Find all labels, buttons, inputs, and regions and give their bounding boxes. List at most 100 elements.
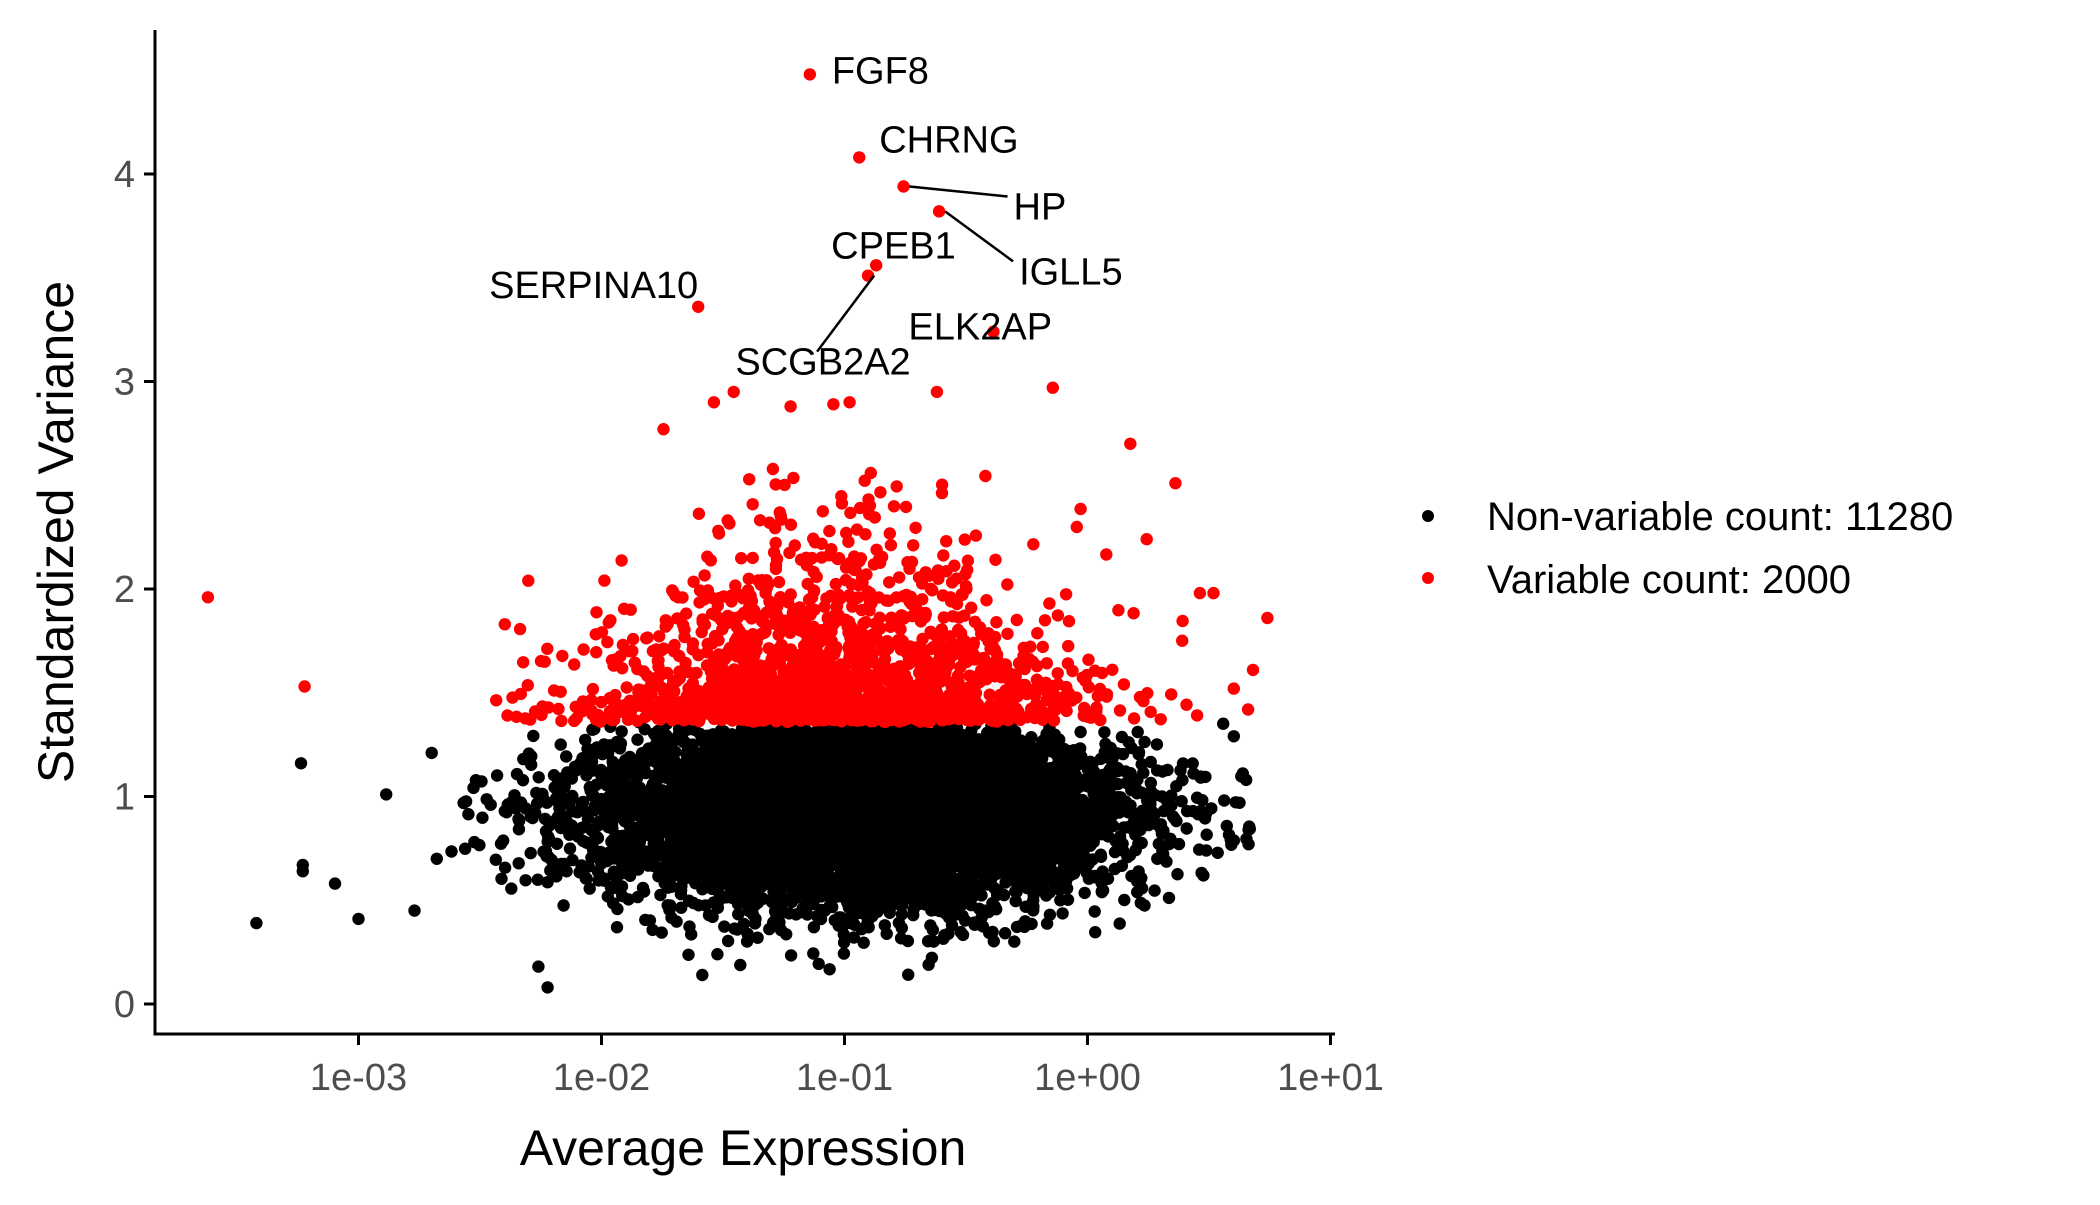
data-point-non-variable <box>1056 907 1069 920</box>
data-point-non-variable <box>1148 884 1161 897</box>
data-point-non-variable <box>1205 802 1218 815</box>
data-point-non-variable <box>1078 886 1091 900</box>
data-point-non-variable <box>857 936 870 949</box>
data-point-non-variable <box>476 811 489 824</box>
data-point-non-variable <box>1088 905 1101 918</box>
data-point-non-variable <box>1138 735 1151 749</box>
data-point-non-variable <box>586 723 599 736</box>
data-point-non-variable <box>585 824 598 837</box>
data-point-non-variable <box>639 913 652 927</box>
data-point-non-variable <box>1094 848 1108 861</box>
data-point-non-variable <box>505 882 518 895</box>
data-point-non-variable <box>1134 896 1148 910</box>
data-point-non-variable <box>579 733 592 747</box>
data-point-non-variable <box>529 806 542 820</box>
data-point-non-variable <box>721 934 735 948</box>
data-point-non-variable <box>1211 846 1224 859</box>
data-point-non-variable <box>734 958 747 972</box>
data-point-non-variable <box>530 797 544 810</box>
data-point-non-variable <box>790 891 803 904</box>
data-point-non-variable <box>1218 794 1231 807</box>
data-point-non-variable <box>1175 795 1188 808</box>
data-point-non-variable <box>1144 776 1158 790</box>
data-point-non-variable <box>1051 795 1064 809</box>
data-point-non-variable <box>1180 822 1193 835</box>
data-point-non-variable <box>1080 866 1093 879</box>
data-point-non-variable <box>532 771 545 784</box>
data-point-non-variable <box>1171 868 1184 881</box>
data-point-non-variable <box>1009 894 1022 908</box>
data-point-non-variable <box>631 890 644 904</box>
data-point-non-variable <box>862 921 875 934</box>
data-point-non-variable <box>921 935 935 948</box>
data-point-non-variable <box>683 920 696 933</box>
data-point-non-variable <box>834 911 847 924</box>
data-point-non-variable <box>489 853 502 866</box>
data-point-non-variable <box>1054 894 1067 907</box>
data-point-non-variable <box>557 899 570 912</box>
data-point-non-variable <box>1190 791 1204 804</box>
data-point-non-variable <box>784 949 798 962</box>
data-point-non-variable <box>702 908 716 922</box>
data-point-non-variable <box>1084 755 1097 768</box>
data-point-non-variable <box>458 842 472 855</box>
data-point-non-variable <box>610 921 624 934</box>
data-point-non-variable <box>1132 865 1145 878</box>
data-point-non-variable <box>1200 828 1213 841</box>
data-point-non-variable <box>902 968 915 981</box>
data-point-non-variable <box>654 888 667 902</box>
data-point-non-variable <box>998 927 1012 940</box>
data-point-non-variable <box>807 921 821 934</box>
data-point-non-variable <box>1148 808 1161 821</box>
data-point-non-variable <box>445 845 458 858</box>
data-point-non-variable <box>462 808 475 821</box>
data-point-non-variable <box>748 917 762 930</box>
data-point-non-variable <box>812 957 825 971</box>
data-point-non-variable <box>1115 730 1129 744</box>
data-point-non-variable <box>1150 738 1164 751</box>
data-point-non-variable <box>1121 850 1134 864</box>
data-point-non-variable <box>1008 935 1021 948</box>
data-point-non-variable <box>539 844 553 858</box>
data-point-non-variable <box>895 908 909 921</box>
data-point-non-variable <box>837 947 851 960</box>
data-point-non-variable <box>602 820 615 834</box>
data-point-non-variable <box>519 874 532 887</box>
data-point-non-variable <box>563 842 577 855</box>
data-point-non-variable <box>661 899 674 912</box>
data-point-non-variable <box>508 789 521 802</box>
data-point-non-variable <box>732 908 745 921</box>
data-point-non-variable <box>847 931 861 944</box>
data-point-non-variable <box>1162 891 1176 905</box>
data-point-non-variable <box>490 769 504 782</box>
data-point-non-variable <box>527 729 540 743</box>
data-point-non-variable <box>731 923 744 936</box>
data-point-non-variable <box>1096 865 1109 878</box>
data-point-non-variable <box>1156 765 1169 778</box>
data-point-non-variable <box>554 738 567 751</box>
data-point-non-variable <box>801 908 814 921</box>
data-point-non-variable <box>718 920 731 933</box>
data-point-non-variable <box>823 963 836 976</box>
data-point-non-variable <box>583 781 596 794</box>
data-point-non-variable <box>607 759 620 772</box>
data-point-non-variable <box>687 896 700 910</box>
data-point-non-variable <box>571 830 585 843</box>
data-point-non-variable <box>883 891 897 904</box>
data-point-non-variable <box>751 931 764 944</box>
data-point-non-variable <box>1186 757 1199 770</box>
data-point-non-variable <box>541 876 554 889</box>
data-point-non-variable <box>1108 862 1122 876</box>
data-point-non-variable <box>550 837 564 850</box>
data-point-non-variable <box>711 901 725 914</box>
data-point-non-variable <box>1098 726 1111 739</box>
data-point-non-variable <box>615 725 628 738</box>
data-point-non-variable <box>495 872 508 885</box>
data-point-non-variable <box>467 781 480 795</box>
points-layer <box>201 68 1274 994</box>
data-point-non-variable <box>1020 881 1034 895</box>
data-point-non-variable <box>1217 717 1230 730</box>
data-point-non-variable <box>498 861 512 874</box>
